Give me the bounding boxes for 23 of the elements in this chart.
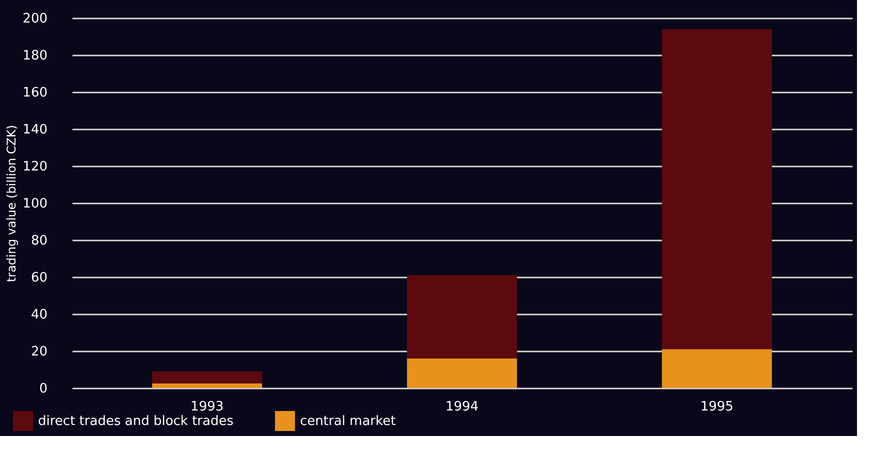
bar [407, 275, 517, 358]
y-tick-label: 0 [39, 382, 48, 396]
y-tick-label: 120 [22, 160, 48, 174]
bar [407, 358, 517, 388]
y-tick-label: 60 [30, 270, 48, 286]
y-tick-label: 80 [30, 234, 48, 248]
legend-label: central market [300, 414, 396, 429]
y-axis-title: trading value (billion CZK) [4, 124, 19, 282]
y-tick-label: 20 [30, 344, 48, 360]
y-tick-label: 140 [22, 122, 48, 138]
legend-label: direct trades and block trades [38, 414, 234, 429]
x-tick-label: 1994 [445, 400, 479, 414]
y-tick-label: 40 [30, 308, 48, 322]
bar [152, 383, 262, 388]
x-tick-label: 1995 [700, 400, 734, 414]
y-tick-label: 160 [22, 86, 48, 100]
bar [662, 349, 772, 388]
y-tick-label: 180 [22, 48, 48, 64]
y-tick-label: 200 [22, 12, 48, 26]
bar [152, 371, 262, 384]
y-tick-label: 100 [22, 196, 48, 212]
bar [662, 29, 772, 350]
x-tick-label: 1993 [190, 400, 224, 414]
